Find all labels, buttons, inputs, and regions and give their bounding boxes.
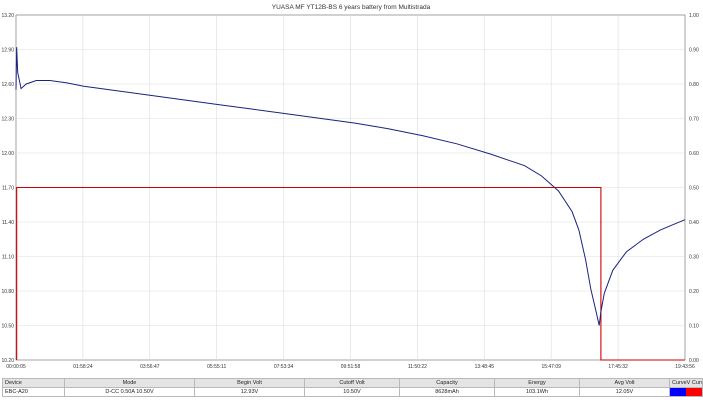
cell-mode: D-CC 0.50A 10.50V — [64, 387, 195, 397]
y-left-tick-label: 12.60 — [1, 82, 14, 88]
y-right-tick-label: 0.50 — [689, 185, 699, 191]
cell-cutoff-volt: 10.50V — [304, 387, 400, 397]
y-right-tick-label: 0.20 — [689, 289, 699, 295]
y-axis-right: 0.00 0.10 0.20 0.30 0.40 0.50 0.60 0.70 0.80 0.90… — [689, 13, 699, 364]
x-tick-label: 17:45:32 — [608, 364, 628, 370]
x-tick-label: 00:00:05 — [6, 364, 26, 370]
x-tick-label: 03:56:47 — [140, 364, 160, 370]
cell-device: EBC-A20 — [2, 387, 65, 397]
header-energy: Energy — [494, 378, 580, 388]
header-avg-volt: Avg Volt — [579, 378, 670, 388]
y-left-tick-label: 13.20 — [1, 13, 14, 19]
header-cutoff-volt: Cutoff Volt — [304, 378, 400, 388]
x-axis: 00:00:05 01:58:24 03:56:47 05:55:11 07:53:34… — [6, 364, 695, 370]
curve-v-swatch — [670, 388, 686, 396]
y-right-tick-label: 0.00 — [689, 358, 699, 364]
cell-energy: 103.1Wh — [494, 387, 580, 397]
y-left-tick-label: 12.30 — [1, 116, 14, 122]
y-right-tick-label: 1.00 — [689, 13, 699, 19]
cell-capacity: 8628mAh — [399, 387, 495, 397]
y-right-tick-label: 0.40 — [689, 220, 699, 226]
x-tick-label: 19:43:56 — [675, 364, 695, 370]
header-begin-volt: Begin Volt — [194, 378, 305, 388]
y-axis-left: 10.20 10.50 10.80 11.10 11.40 11.70 12.00 12.30… — [1, 13, 14, 364]
curve-a-swatch — [686, 388, 702, 396]
cell-begin-volt: 12.93V — [194, 387, 305, 397]
y-left-tick-label: 10.50 — [1, 323, 14, 329]
y-right-tick-label: 0.60 — [689, 151, 699, 157]
y-left-tick-label: 11.40 — [2, 220, 14, 226]
x-tick-label: 09:51:58 — [341, 364, 361, 370]
x-tick-label: 11:50:22 — [408, 364, 427, 370]
cell-curve-key — [669, 387, 703, 397]
x-tick-label: 07:53:34 — [274, 364, 294, 370]
info-table-header: Device Mode Begin Volt Cutoff Volt Capac… — [2, 378, 703, 388]
grid — [16, 15, 685, 360]
header-device: Device — [2, 378, 65, 388]
y-right-tick-label: 0.80 — [689, 82, 699, 88]
y-right-tick-label: 0.30 — [689, 254, 699, 260]
series-current-line — [16, 186, 685, 361]
x-tick-label: 05:55:11 — [207, 364, 226, 370]
y-left-tick-label: 11.70 — [2, 185, 14, 191]
header-mode: Mode — [64, 378, 195, 388]
x-tick-label: 15:47:09 — [541, 364, 561, 370]
y-left-tick-label: 10.80 — [1, 289, 14, 295]
y-left-tick-label: 12.00 — [1, 151, 14, 157]
series-voltage-line — [15, 47, 686, 326]
chart: YUASA MF YT12B-BS 6 years battery from M… — [1, 4, 699, 370]
header-curve-key: CurveV CurveA — [669, 378, 703, 388]
cell-avg-volt: 12.05V — [579, 387, 670, 397]
y-right-tick-label: 0.90 — [689, 47, 699, 53]
table-row: EBC-A20 D-CC 0.50A 10.50V 12.93V 10.50V … — [2, 387, 703, 397]
y-right-tick-label: 0.70 — [689, 116, 699, 122]
y-left-tick-label: 10.20 — [1, 358, 14, 364]
info-table: Device Mode Begin Volt Cutoff Volt Capac… — [2, 378, 703, 397]
y-right-tick-label: 0.10 — [689, 323, 699, 329]
header-capacity: Capacity — [399, 378, 495, 388]
x-tick-label: 01:58:24 — [73, 364, 93, 370]
y-left-tick-label: 12.90 — [1, 47, 14, 53]
x-tick-label: 13:48:45 — [475, 364, 495, 370]
chart-title: YUASA MF YT12B-BS 6 years battery from M… — [272, 4, 431, 11]
y-left-tick-label: 11.10 — [2, 254, 14, 260]
